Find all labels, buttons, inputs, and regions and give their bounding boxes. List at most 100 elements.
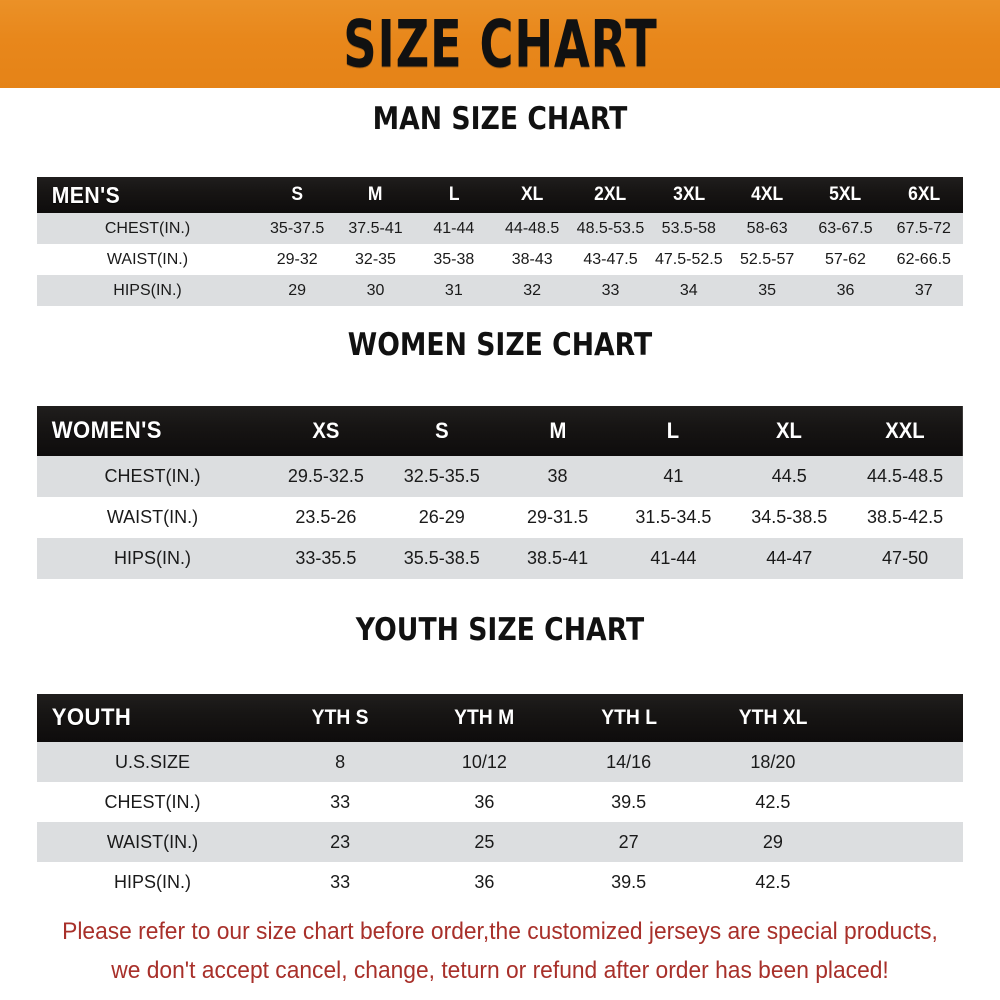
header-corner-mens: MEN'S xyxy=(51,181,121,208)
header-col-s: S xyxy=(434,418,449,443)
cell-chest-xl: 44.5 xyxy=(771,466,807,486)
header-col-4xl: 4XL xyxy=(751,184,784,205)
cell-waist-xxl: 38.5-42.5 xyxy=(867,507,944,527)
header-col-m: M xyxy=(549,418,567,443)
cell-chest-2xl: 48.5-53.5 xyxy=(576,219,645,237)
cell-waist-yth-l: 27 xyxy=(618,831,639,852)
table-women-header: WOMEN'S XS S M L XL XXL xyxy=(37,406,963,456)
table-row: HIPS(IN.) 33 36 39.5 42.5 xyxy=(37,862,963,902)
cell-waist-yth-s: 23 xyxy=(330,831,351,852)
section-title-youth: YOUTH SIZE CHART xyxy=(355,612,645,648)
cell-waist-5xl: 57-62 xyxy=(825,250,866,268)
cell-chest-5xl: 63-67.5 xyxy=(818,219,873,237)
cell-hips-yth-s: 33 xyxy=(330,871,351,892)
cell-waist-xl: 34.5-38.5 xyxy=(751,507,828,527)
row-label-waist: WAIST(IN.) xyxy=(106,250,189,268)
table-men-header: MEN'S S M L XL 2XL 3XL 4XL 5XL 6XL xyxy=(37,177,963,213)
footer-line-1: Please refer to our size chart before or… xyxy=(62,918,938,945)
table-row: U.S.SIZE 8 10/12 14/16 18/20 xyxy=(37,742,963,782)
cell-chest-yth-m: 36 xyxy=(474,791,495,812)
cell-chest-l: 41 xyxy=(663,466,684,486)
table-youth-header: YOUTH YTH S YTH M YTH L YTH XL xyxy=(37,694,963,742)
cell-chest-yth-l: 39.5 xyxy=(611,791,647,812)
cell-hips-yth-xl: 42.5 xyxy=(755,871,791,892)
cell-chest-3xl: 53.5-58 xyxy=(661,219,716,237)
table-row: CHEST(IN.) 29.5-32.5 32.5-35.5 38 41 44.… xyxy=(37,456,963,497)
table-row: CHEST(IN.) 35-37.5 37.5-41 41-44 44-48.5… xyxy=(37,213,963,244)
header-col-m: M xyxy=(368,184,383,205)
cell-spacer xyxy=(845,742,963,782)
cell-chest-m: 38 xyxy=(547,466,568,486)
cell-chest-s: 35-37.5 xyxy=(270,219,325,237)
row-label-waist: WAIST(IN.) xyxy=(106,507,199,527)
cell-waist-s: 26-29 xyxy=(418,507,465,527)
cell-waist-yth-m: 25 xyxy=(474,831,495,852)
header-col-spacer xyxy=(850,694,959,742)
row-label-waist: WAIST(IN.) xyxy=(106,831,199,852)
cell-hips-m: 30 xyxy=(366,281,385,299)
cell-waist-s: 29-32 xyxy=(276,250,318,268)
cell-hips-s: 29 xyxy=(288,281,307,299)
cell-hips-3xl: 34 xyxy=(679,281,698,299)
table-youth-sizes: YOUTH YTH S YTH M YTH L YTH XL U.S.SIZE … xyxy=(37,694,963,902)
cell-chest-xl: 44-48.5 xyxy=(505,219,560,237)
header-corner-womens: WOMEN'S xyxy=(51,417,163,444)
cell-us-size-yth-m: 10/12 xyxy=(461,751,507,772)
cell-waist-l: 31.5-34.5 xyxy=(635,507,712,527)
footer-disclaimer: Please refer to our size chart before or… xyxy=(25,912,975,990)
table-youth-body: U.S.SIZE 8 10/12 14/16 18/20 CHEST(IN.) … xyxy=(37,742,963,902)
cell-chest-xs: 29.5-32.5 xyxy=(287,466,364,486)
row-label-chest: CHEST(IN.) xyxy=(104,466,201,486)
cell-waist-4xl: 52.5-57 xyxy=(740,250,795,268)
table-men-body: CHEST(IN.) 35-37.5 37.5-41 41-44 44-48.5… xyxy=(37,213,963,306)
table-men-sizes: MEN'S S M L XL 2XL 3XL 4XL 5XL 6XL CHEST… xyxy=(37,177,963,306)
header-col-6xl: 6XL xyxy=(907,184,940,205)
cell-waist-2xl: 43-47.5 xyxy=(583,250,638,268)
table-header-row: YOUTH YTH S YTH M YTH L YTH XL xyxy=(37,694,963,742)
cell-hips-2xl: 33 xyxy=(601,281,620,299)
header-col-2xl: 2XL xyxy=(594,184,627,205)
table-row: CHEST(IN.) 33 36 39.5 42.5 xyxy=(37,782,963,822)
cell-waist-yth-xl: 29 xyxy=(762,831,783,852)
cell-chest-xxl: 44.5-48.5 xyxy=(867,466,944,486)
header-col-xxl: XXL xyxy=(885,418,925,443)
cell-hips-xl: 32 xyxy=(523,281,542,299)
cell-chest-s: 32.5-35.5 xyxy=(403,466,480,486)
cell-waist-m: 29-31.5 xyxy=(527,507,589,527)
page-header-banner: SIZE CHART xyxy=(0,0,1000,88)
cell-chest-l: 41-44 xyxy=(433,219,475,237)
cell-waist-3xl: 47.5-52.5 xyxy=(655,250,723,268)
cell-hips-s: 35.5-38.5 xyxy=(403,548,480,568)
cell-waist-xs: 23.5-26 xyxy=(295,507,357,527)
cell-us-size-yth-l: 14/16 xyxy=(606,751,652,772)
cell-spacer xyxy=(845,782,963,822)
section-man-size-chart: MAN SIZE CHART MEN'S S M L XL 2XL 3XL 4X… xyxy=(0,104,1000,306)
cell-chest-4xl: 58-63 xyxy=(746,219,788,237)
cell-us-size-yth-xl: 18/20 xyxy=(750,751,796,772)
row-label-hips: HIPS(IN.) xyxy=(113,281,182,299)
cell-spacer xyxy=(845,822,963,862)
row-label-hips: HIPS(IN.) xyxy=(113,548,191,568)
footer-line-2: we don't accept cancel, change, teturn o… xyxy=(111,957,889,984)
cell-waist-m: 32-35 xyxy=(355,250,396,268)
cell-chest-yth-s: 33 xyxy=(330,791,351,812)
cell-hips-l: 31 xyxy=(444,281,463,299)
page-title: SIZE CHART xyxy=(342,5,658,83)
table-row: HIPS(IN.) 29 30 31 32 33 34 35 36 37 xyxy=(37,275,963,306)
table-women-body: CHEST(IN.) 29.5-32.5 32.5-35.5 38 41 44.… xyxy=(37,456,963,579)
cell-waist-l: 35-38 xyxy=(433,250,475,268)
section-youth-size-chart: YOUTH SIZE CHART YOUTH YTH S YTH M YTH L… xyxy=(0,615,1000,902)
cell-hips-xl: 44-47 xyxy=(766,548,813,568)
cell-hips-l: 41-44 xyxy=(650,548,697,568)
header-col-l: L xyxy=(448,184,460,205)
header-col-xs: XS xyxy=(312,418,340,443)
cell-hips-yth-m: 36 xyxy=(474,871,495,892)
table-women-sizes: WOMEN'S XS S M L XL XXL CHEST(IN.) 29.5-… xyxy=(37,406,963,579)
cell-us-size-yth-s: 8 xyxy=(335,751,346,772)
cell-hips-5xl: 36 xyxy=(836,281,855,299)
header-col-xl: XL xyxy=(520,184,544,205)
table-header-row: MEN'S S M L XL 2XL 3XL 4XL 5XL 6XL xyxy=(37,177,963,213)
cell-hips-xxl: 47-50 xyxy=(882,548,929,568)
header-col-l: L xyxy=(667,418,680,443)
cell-hips-4xl: 35 xyxy=(758,281,777,299)
